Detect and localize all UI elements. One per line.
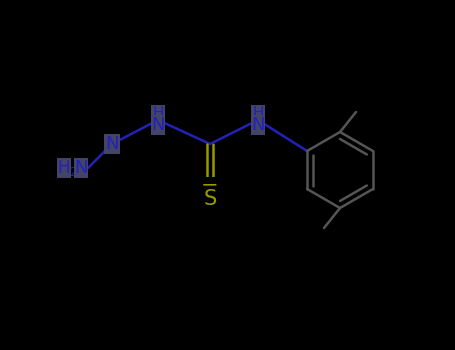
Text: N: N bbox=[74, 159, 88, 177]
Text: =: = bbox=[201, 178, 219, 198]
Text: N: N bbox=[151, 116, 165, 134]
Text: H: H bbox=[152, 105, 164, 120]
Text: H: H bbox=[252, 105, 264, 120]
Text: 2: 2 bbox=[69, 166, 77, 178]
Text: N: N bbox=[251, 116, 265, 134]
Text: S: S bbox=[203, 189, 217, 209]
Text: H: H bbox=[58, 159, 70, 177]
Text: N: N bbox=[105, 135, 119, 153]
